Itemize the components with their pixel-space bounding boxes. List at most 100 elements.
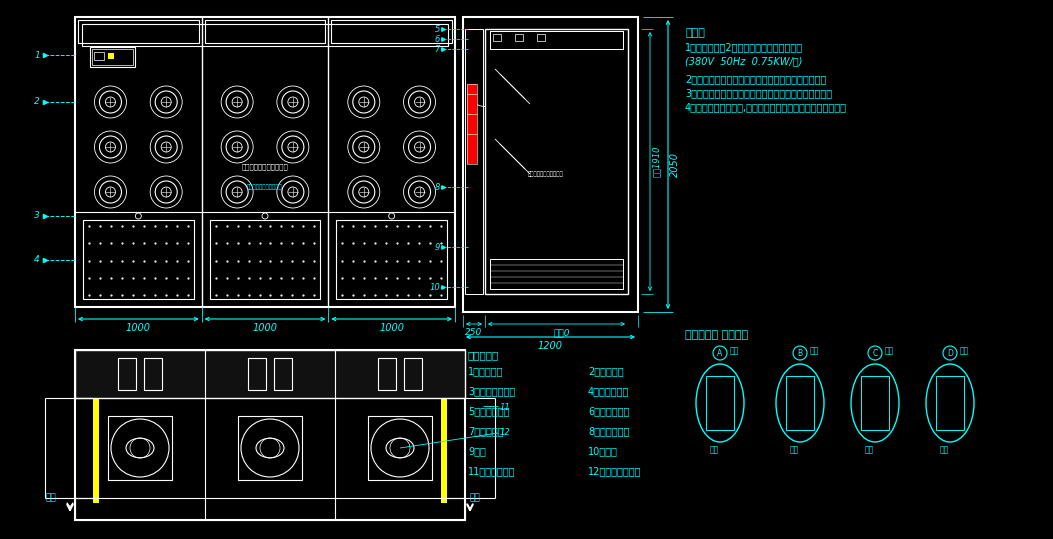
Ellipse shape <box>256 438 284 458</box>
Text: 1、风淤室采用2台湠流大风量低噪音风机；: 1、风淤室采用2台湠流大风量低噪音风机； <box>686 42 803 52</box>
Text: 4、如无其它特殊说明,加工工艺及配置均按本公司标准制作。: 4、如无其它特殊说明,加工工艺及配置均按本公司标准制作。 <box>686 102 847 112</box>
Bar <box>108 416 172 480</box>
Text: 进门: 进门 <box>45 493 56 502</box>
Text: 内劀0: 内劀0 <box>553 328 570 337</box>
Ellipse shape <box>851 364 899 442</box>
Text: 广州祥净化设备有限公司: 广州祥净化设备有限公司 <box>241 164 289 170</box>
Text: 3: 3 <box>35 211 40 220</box>
Text: 出口: 出口 <box>810 346 819 355</box>
Text: 广州祥净化设备有限公司: 广州祥净化设备有限公司 <box>247 184 283 190</box>
Text: 250: 250 <box>465 328 482 337</box>
Bar <box>861 376 889 430</box>
Bar <box>465 29 483 294</box>
Bar <box>249 358 266 390</box>
Bar <box>786 376 814 430</box>
Text: 6: 6 <box>435 34 440 44</box>
Text: 6、工作指示灯: 6、工作指示灯 <box>588 406 630 416</box>
Text: 8、高效过滤器: 8、高效过滤器 <box>588 426 630 436</box>
Text: 出门: 出门 <box>470 493 481 502</box>
Text: 1000: 1000 <box>253 323 278 333</box>
Text: 2、气流嘱嘴: 2、气流嘱嘴 <box>588 366 623 376</box>
Text: A: A <box>717 349 722 357</box>
Ellipse shape <box>926 364 974 442</box>
Bar <box>404 358 422 390</box>
Text: 11、自动门门笼: 11、自动门门笼 <box>468 466 516 476</box>
Text: 图解说明：: 图解说明： <box>468 350 499 360</box>
Bar <box>274 358 292 390</box>
Bar <box>336 220 448 299</box>
Bar <box>485 29 628 294</box>
Ellipse shape <box>126 438 154 458</box>
Bar <box>90 47 135 67</box>
Text: (380V  50Hz  0.75KW/台): (380V 50Hz 0.75KW/台) <box>686 56 802 66</box>
Text: 1: 1 <box>35 51 40 59</box>
Text: 入口: 入口 <box>710 445 719 454</box>
Bar <box>936 376 963 430</box>
Text: 2、风淤室采用双面吹淤，可以达到很好的吹淤效果；: 2、风淤室采用双面吹淤，可以达到很好的吹淤效果； <box>686 74 827 84</box>
Text: 入口: 入口 <box>790 445 799 454</box>
Text: 2050: 2050 <box>670 152 680 177</box>
Bar <box>441 388 448 503</box>
Bar <box>118 358 136 390</box>
Text: 9、门: 9、门 <box>468 446 485 456</box>
Bar <box>490 259 623 289</box>
Bar <box>92 49 133 65</box>
Text: 开门方向： 任选一种: 开门方向： 任选一种 <box>686 330 748 340</box>
Text: 出口: 出口 <box>885 346 894 355</box>
Bar <box>490 31 623 49</box>
Bar <box>238 416 302 480</box>
Text: 入口: 入口 <box>865 445 874 454</box>
Text: 1200: 1200 <box>538 341 563 351</box>
Text: 说明：: 说明： <box>686 28 704 38</box>
Text: 2: 2 <box>35 98 40 107</box>
Ellipse shape <box>776 364 824 442</box>
Text: 内劐1910: 内劐1910 <box>652 146 661 177</box>
Text: 广州祥净化设备有限公司: 广州祥净化设备有限公司 <box>528 172 563 177</box>
Text: 1000: 1000 <box>379 323 404 333</box>
Text: 8: 8 <box>435 183 440 191</box>
Ellipse shape <box>696 364 744 442</box>
Text: 1000: 1000 <box>125 323 151 333</box>
Bar <box>82 24 448 46</box>
Text: 1、控制面板: 1、控制面板 <box>468 366 503 376</box>
Ellipse shape <box>386 438 414 458</box>
Bar <box>78 20 199 43</box>
Bar <box>75 17 455 307</box>
Bar <box>108 53 114 59</box>
Text: 7: 7 <box>435 45 440 53</box>
Bar <box>204 20 325 43</box>
Bar <box>490 31 623 49</box>
Text: 4、初效过滤器: 4、初效过滤器 <box>588 386 630 396</box>
Bar <box>75 498 465 520</box>
Bar <box>94 52 104 60</box>
Bar <box>463 17 638 312</box>
Text: 10、风机: 10、风机 <box>588 446 618 456</box>
Text: 11: 11 <box>500 403 511 412</box>
Text: 7、急停开关: 7、急停开关 <box>468 426 503 436</box>
Text: 入口: 入口 <box>940 445 949 454</box>
Bar <box>367 416 432 480</box>
Text: 3、控制系统：采用人性化语音提示，电子板自动控制。: 3、控制系统：采用人性化语音提示，电子板自动控制。 <box>686 88 832 98</box>
Bar <box>332 20 452 43</box>
Bar <box>75 350 465 398</box>
Text: D: D <box>947 349 953 357</box>
Text: 12、内嵌式照明灯: 12、内嵌式照明灯 <box>588 466 641 476</box>
Bar <box>466 84 477 164</box>
Bar <box>210 220 320 299</box>
Bar <box>537 34 545 41</box>
Text: 4: 4 <box>35 255 40 264</box>
Text: 10: 10 <box>430 282 440 292</box>
Bar <box>83 220 194 299</box>
Text: B: B <box>797 349 802 357</box>
Text: 5: 5 <box>435 24 440 33</box>
Text: 出口: 出口 <box>730 346 739 355</box>
Bar <box>144 358 162 390</box>
Text: 9: 9 <box>435 243 440 252</box>
Bar <box>706 376 734 430</box>
Bar <box>515 34 523 41</box>
Text: 3、红外线感应器: 3、红外线感应器 <box>468 386 515 396</box>
Text: C: C <box>872 349 877 357</box>
Bar <box>75 350 465 520</box>
Text: 12: 12 <box>500 428 511 437</box>
Bar <box>466 84 477 164</box>
